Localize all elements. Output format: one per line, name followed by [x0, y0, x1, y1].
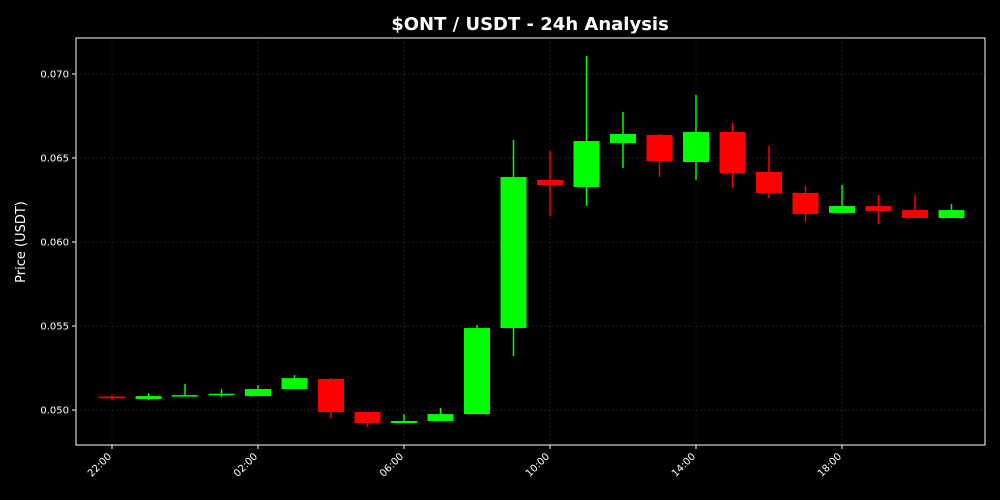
x-tick-label: 02:00: [232, 451, 260, 479]
candle-body: [938, 210, 965, 218]
chart-title: $ONT / USDT - 24h Analysis: [391, 14, 669, 35]
candle-body: [792, 192, 819, 214]
y-tick-label: 0.065: [40, 153, 69, 164]
candle-body: [427, 414, 454, 421]
candle-body: [537, 179, 563, 186]
candle-body: [756, 171, 782, 193]
candle-body: [683, 131, 709, 163]
candle-body: [281, 378, 308, 390]
y-tick-label: 0.050: [40, 406, 69, 417]
x-tick-label: 14:00: [670, 451, 698, 479]
candle-body: [829, 206, 855, 213]
candle-body: [573, 141, 600, 188]
y-axis-label: Price (USDT): [14, 201, 29, 283]
candle-body: [208, 393, 235, 396]
x-tick-label: 10:00: [524, 451, 552, 479]
candle-body: [646, 134, 673, 162]
candle-body: [719, 131, 746, 173]
x-tick-label: 18:00: [816, 451, 844, 479]
candle-body: [464, 328, 490, 415]
candle-body: [902, 210, 928, 218]
x-tick-label: 06:00: [378, 451, 406, 479]
candle-body: [391, 420, 417, 423]
x-tick-label: 22:00: [86, 451, 114, 479]
candle-body: [135, 396, 162, 399]
candle-body: [500, 176, 527, 329]
candle-body: [318, 378, 344, 413]
y-tick-label: 0.070: [40, 69, 69, 80]
candle-body: [99, 396, 125, 399]
y-tick-label: 0.060: [40, 238, 69, 249]
candle-body: [610, 133, 636, 144]
candle-body: [172, 395, 198, 397]
plot-frame: [75, 37, 986, 446]
candle-body: [865, 206, 892, 211]
candle-body: [245, 389, 271, 397]
y-tick-label: 0.055: [40, 322, 69, 333]
candle-body: [354, 412, 381, 423]
